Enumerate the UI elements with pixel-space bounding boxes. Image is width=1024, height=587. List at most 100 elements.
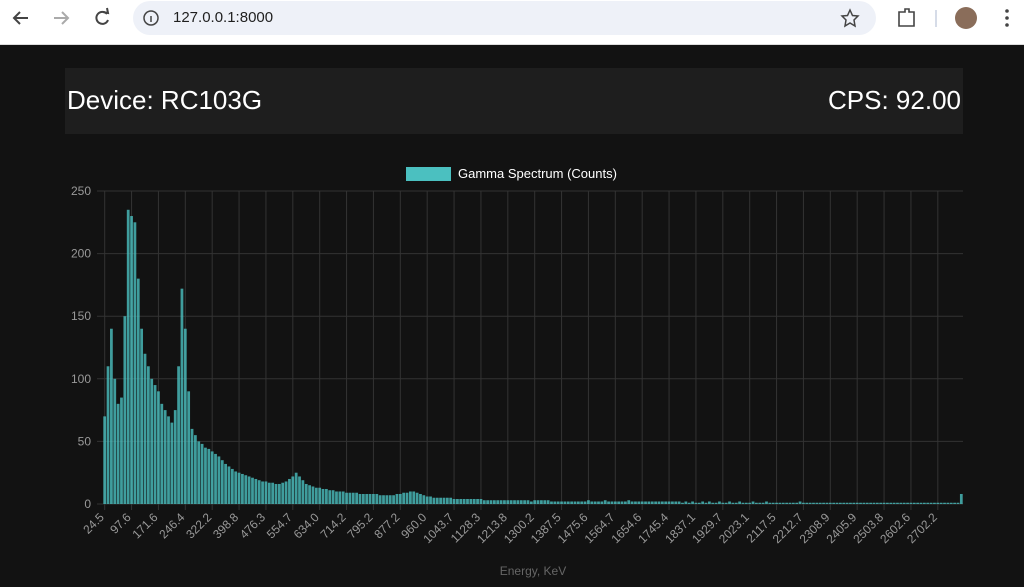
bar [724,502,728,504]
device-name: Device: RC103G [67,85,263,115]
bar [482,500,486,504]
cps-value: CPS: 92.00 [828,85,961,115]
y-tick-label: 150 [71,309,91,323]
bar [361,493,365,504]
bar [503,500,506,504]
bar [647,501,651,504]
bar [909,502,913,504]
bar [751,501,755,504]
bar [630,501,634,504]
forward-button[interactable] [54,11,70,25]
bar [889,502,893,504]
bar [237,472,241,504]
bar [765,501,768,504]
bar [291,476,295,504]
bar [875,502,879,504]
bar [183,328,187,504]
bar [775,502,778,504]
bar [845,502,849,504]
omnibox-icons [143,7,1009,29]
bar [110,328,113,504]
bar [949,502,953,504]
bar [573,501,577,504]
bar [563,501,567,504]
bar [180,288,184,504]
bar [546,500,550,504]
site-info-icon[interactable] [143,10,159,26]
bar [946,502,950,504]
bookmark-star[interactable] [840,8,860,28]
bar [372,493,375,504]
bar [271,482,275,504]
bar [778,502,782,504]
back-button[interactable] [12,11,28,25]
bar [194,435,197,504]
menu-button[interactable] [1005,9,1009,27]
bar [311,486,315,504]
bar [758,502,762,504]
bar [731,502,735,504]
bar [439,497,442,504]
bar [791,502,795,504]
bar [318,487,322,504]
bar [415,492,419,504]
bar [936,502,940,504]
bar [204,447,207,504]
bar [650,501,654,504]
bar [422,495,426,504]
bar [536,500,540,504]
bar [882,502,886,504]
x-tick-label: 2023.1 [716,510,752,546]
bar [314,487,318,504]
bar [815,502,819,504]
bar [398,493,402,504]
bar [170,422,174,504]
bar [637,501,641,504]
bar [872,502,876,504]
bar [533,500,537,504]
bar [459,498,463,504]
bar [479,498,483,504]
bar [210,451,214,504]
reload-button[interactable] [95,7,110,25]
bar [257,480,261,504]
bar [566,501,570,504]
y-tick-label: 200 [71,247,91,261]
bar [190,428,194,504]
bar [580,501,584,504]
bar [583,501,587,504]
bar [603,500,607,504]
bar [741,502,745,504]
bar [230,468,234,504]
bar [103,416,107,504]
bar [116,403,120,504]
bar [785,502,789,504]
bar [613,501,617,504]
extensions-icon[interactable] [898,8,915,27]
bar [707,501,711,504]
bar [701,501,705,504]
address-bar[interactable] [133,1,876,35]
bar [959,493,963,504]
bar [916,502,920,504]
bar [617,501,621,504]
bar [365,493,369,504]
url-text: 127.0.0.1:8000 [173,9,274,26]
bar [234,471,238,504]
bar [506,500,510,504]
bar [358,493,362,504]
bar [798,501,802,504]
bar [177,366,180,504]
bar [167,416,170,504]
bar [351,492,355,504]
bar [825,502,829,504]
profile-avatar[interactable] [955,7,977,29]
bar [896,502,899,504]
bar [325,488,328,504]
bar [687,502,691,504]
bar [452,498,456,504]
x-tick-label: 634.0 [291,510,322,541]
bar [492,500,496,504]
bar [587,500,590,504]
